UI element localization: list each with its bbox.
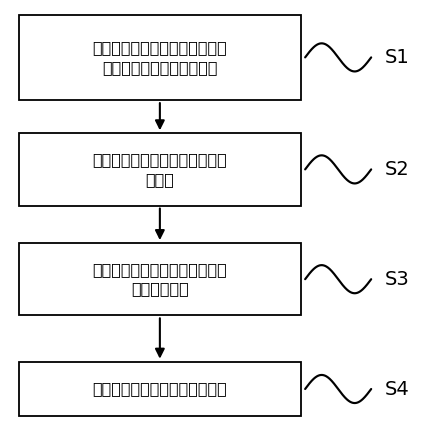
Bar [19,15,301,100]
Bar [19,362,301,416]
Text: 基于连接器接收审批单并发送至
本地应用平台: 基于连接器接收审批单并发送至 本地应用平台 [93,262,227,297]
Text: 基于连接器在第三方应用平台和
本地应用平台之间构建连接: 基于连接器在第三方应用平台和 本地应用平台之间构建连接 [93,40,227,75]
Text: S1: S1 [385,48,409,67]
Text: S2: S2 [385,160,409,179]
Bar [19,133,301,206]
Text: 本地应用平台接收并保存审批单: 本地应用平台接收并保存审批单 [93,381,227,396]
Text: 通过第三方应用平台获取外部审
批指令: 通过第三方应用平台获取外部审 批指令 [93,152,227,187]
Text: S4: S4 [385,380,409,399]
Text: S3: S3 [385,270,409,289]
Bar [19,243,301,316]
